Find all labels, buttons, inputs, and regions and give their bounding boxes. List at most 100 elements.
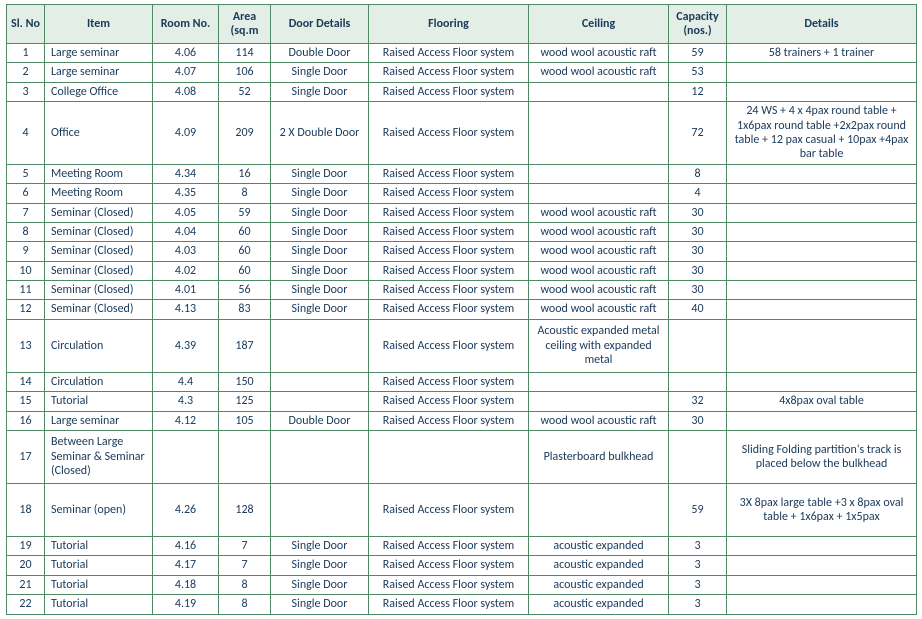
cell-area: 60	[219, 222, 271, 241]
table-row: 17Between Large Seminar & Seminar (Close…	[7, 431, 917, 484]
cell-details	[727, 261, 917, 280]
cell-item: Office	[45, 102, 153, 165]
cell-item: Large seminar	[45, 63, 153, 82]
cell-door	[271, 319, 369, 372]
cell-item: Seminar (Closed)	[45, 222, 153, 241]
table-row: 22Tutorial4.198Single DoorRaised Access …	[7, 595, 917, 614]
table-row: 5Meeting Room4.3416Single DoorRaised Acc…	[7, 164, 917, 183]
cell-area: 114	[219, 44, 271, 63]
cell-door: Single Door	[271, 242, 369, 261]
cell-details	[727, 300, 917, 319]
cell-item: Tutorial	[45, 392, 153, 411]
cell-room: 4.12	[153, 411, 219, 430]
cell-item: Circulation	[45, 319, 153, 372]
cell-details	[727, 595, 917, 614]
cell-ceiling	[529, 164, 669, 183]
cell-details	[727, 537, 917, 556]
cell-ceiling: wood wool acoustic raft	[529, 203, 669, 222]
cell-capacity: 72	[669, 102, 727, 165]
room-spec-table: Sl. No Item Room No. Area (sq.m Door Det…	[6, 4, 917, 615]
cell-details: 58 trainers + 1 trainer	[727, 44, 917, 63]
cell-room: 4.04	[153, 222, 219, 241]
cell-door: Single Door	[271, 164, 369, 183]
cell-details: 24 WS + 4 x 4pax round table + 1x6pax ro…	[727, 102, 917, 165]
cell-flooring: Raised Access Floor system	[369, 164, 529, 183]
cell-area: 8	[219, 575, 271, 594]
cell-capacity: 12	[669, 82, 727, 101]
cell-flooring: Raised Access Floor system	[369, 242, 529, 261]
cell-room: 4.39	[153, 319, 219, 372]
cell-room: 4.02	[153, 261, 219, 280]
cell-door: Single Door	[271, 82, 369, 101]
cell-door: Double Door	[271, 44, 369, 63]
cell-item: Meeting Room	[45, 164, 153, 183]
cell-area: 7	[219, 537, 271, 556]
cell-area: 209	[219, 102, 271, 165]
cell-ceiling: Plasterboard bulkhead	[529, 431, 669, 484]
cell-ceiling: wood wool acoustic raft	[529, 281, 669, 300]
cell-capacity	[669, 372, 727, 391]
cell-details	[727, 411, 917, 430]
table-row: 1Large seminar4.06114Double DoorRaised A…	[7, 44, 917, 63]
table-row: 2Large seminar4.07106Single DoorRaised A…	[7, 63, 917, 82]
cell-capacity: 32	[669, 392, 727, 411]
cell-item: Seminar (Closed)	[45, 281, 153, 300]
cell-ceiling	[529, 372, 669, 391]
table-row: 3College Office4.0852Single DoorRaised A…	[7, 82, 917, 101]
cell-flooring: Raised Access Floor system	[369, 484, 529, 537]
cell-flooring: Raised Access Floor system	[369, 281, 529, 300]
cell-room: 4.08	[153, 82, 219, 101]
cell-slno: 6	[7, 184, 45, 203]
cell-item: Tutorial	[45, 556, 153, 575]
cell-ceiling	[529, 184, 669, 203]
cell-item: Tutorial	[45, 595, 153, 614]
cell-details: 4x8pax oval table	[727, 392, 917, 411]
cell-details	[727, 222, 917, 241]
cell-room: 4.26	[153, 484, 219, 537]
cell-door	[271, 392, 369, 411]
cell-flooring: Raised Access Floor system	[369, 300, 529, 319]
cell-capacity: 30	[669, 222, 727, 241]
cell-details	[727, 82, 917, 101]
table-row: 11Seminar (Closed)4.0156Single DoorRaise…	[7, 281, 917, 300]
cell-room: 4.17	[153, 556, 219, 575]
table-row: 18Seminar (open)4.26128Raised Access Flo…	[7, 484, 917, 537]
cell-area: 128	[219, 484, 271, 537]
col-header-door: Door Details	[271, 5, 369, 44]
cell-area: 125	[219, 392, 271, 411]
cell-details	[727, 372, 917, 391]
cell-item: Seminar (Closed)	[45, 261, 153, 280]
cell-ceiling: acoustic expanded	[529, 575, 669, 594]
cell-flooring: Raised Access Floor system	[369, 102, 529, 165]
cell-room: 4.16	[153, 537, 219, 556]
table-row: 14Circulation4.4150Raised Access Floor s…	[7, 372, 917, 391]
cell-area: 52	[219, 82, 271, 101]
cell-slno: 19	[7, 537, 45, 556]
cell-details	[727, 242, 917, 261]
table-row: 15Tutorial4.3125Raised Access Floor syst…	[7, 392, 917, 411]
table-row: 13Circulation4.39187Raised Access Floor …	[7, 319, 917, 372]
cell-slno: 17	[7, 431, 45, 484]
cell-ceiling: wood wool acoustic raft	[529, 411, 669, 430]
cell-item: Large seminar	[45, 44, 153, 63]
cell-slno: 1	[7, 44, 45, 63]
table-row: 10Seminar (Closed)4.0260Single DoorRaise…	[7, 261, 917, 280]
cell-capacity: 30	[669, 203, 727, 222]
cell-area: 8	[219, 184, 271, 203]
cell-details	[727, 164, 917, 183]
table-row: 21Tutorial4.188Single DoorRaised Access …	[7, 575, 917, 594]
cell-room: 4.4	[153, 372, 219, 391]
cell-flooring: Raised Access Floor system	[369, 203, 529, 222]
cell-ceiling: wood wool acoustic raft	[529, 300, 669, 319]
cell-slno: 2	[7, 63, 45, 82]
cell-door: Single Door	[271, 63, 369, 82]
cell-details	[727, 319, 917, 372]
cell-ceiling: wood wool acoustic raft	[529, 44, 669, 63]
cell-slno: 12	[7, 300, 45, 319]
cell-slno: 18	[7, 484, 45, 537]
cell-flooring: Raised Access Floor system	[369, 411, 529, 430]
col-header-ceiling: Ceiling	[529, 5, 669, 44]
cell-area: 83	[219, 300, 271, 319]
cell-details	[727, 203, 917, 222]
cell-slno: 3	[7, 82, 45, 101]
